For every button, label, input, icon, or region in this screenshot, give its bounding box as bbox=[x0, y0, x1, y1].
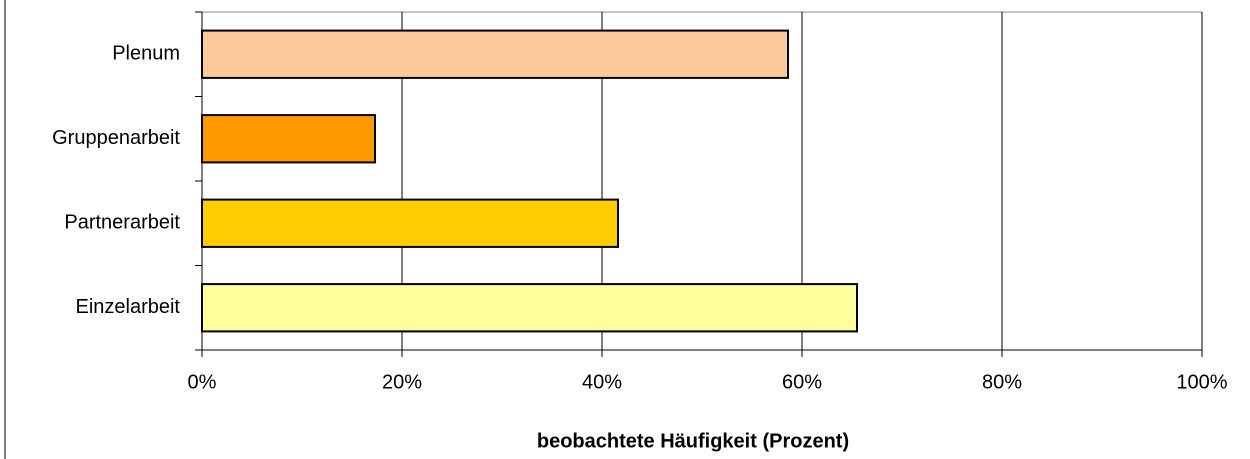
bar bbox=[201, 29, 789, 79]
y-tick-label: Einzelarbeit bbox=[75, 296, 180, 318]
x-tick-label: 40% bbox=[582, 371, 622, 393]
bar bbox=[201, 198, 619, 248]
x-tick-label: 60% bbox=[782, 371, 822, 393]
x-tick-label: 100% bbox=[1176, 371, 1227, 393]
bar bbox=[201, 114, 376, 164]
y-tick-label: Partnerarbeit bbox=[64, 212, 180, 234]
y-tick-label: Plenum bbox=[112, 43, 180, 65]
x-tick-label: 0% bbox=[188, 371, 217, 393]
x-tick-label: 20% bbox=[382, 371, 422, 393]
bar bbox=[201, 283, 858, 333]
y-tick-label: Gruppenarbeit bbox=[52, 127, 180, 149]
x-tick-label: 80% bbox=[982, 371, 1022, 393]
x-axis-title: beobachtete Häufigkeit (Prozent) bbox=[537, 430, 849, 452]
